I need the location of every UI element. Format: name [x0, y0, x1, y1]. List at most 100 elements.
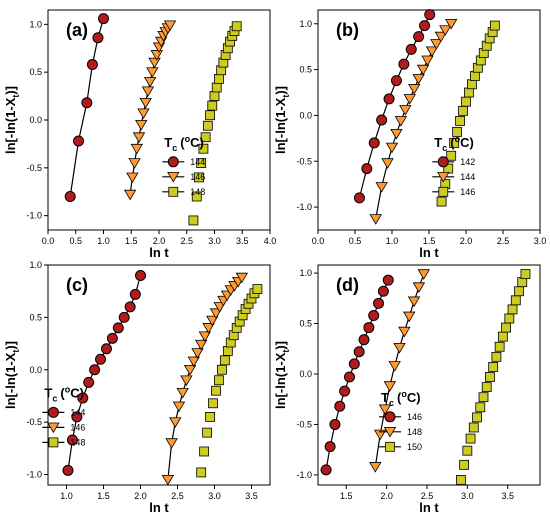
x-tick-label: 4.0 [264, 236, 277, 246]
legend: Tc (oC) 146 148 150 [379, 389, 422, 452]
data-point [128, 158, 141, 169]
data-point [373, 297, 385, 309]
data-point [416, 64, 430, 76]
y-axis-label-sub: t [11, 95, 21, 98]
y-tick-label: -1.0 [26, 211, 42, 221]
series-144 [64, 13, 109, 203]
series-148 [369, 269, 430, 473]
data-point [130, 143, 143, 155]
data-point [488, 362, 499, 372]
data-point [363, 322, 375, 334]
y-tick-label: 0.5 [299, 319, 312, 329]
series-146 [320, 274, 394, 476]
legend-label: 146 [190, 172, 205, 182]
legend-title: Tc (oC) [164, 134, 204, 153]
panel-d: 1.5 2.0 2.5 3.0 3.5 -1.0 -0.5 0.0 0.5 1.0 ln t ln[-… [273, 264, 541, 515]
y-tick-label: 0.5 [29, 67, 42, 77]
data-point [188, 215, 199, 226]
legend: Tc (oC) 144 146 148 [42, 384, 85, 447]
data-point [163, 20, 177, 32]
x-tick-label: 3.0 [461, 491, 474, 501]
data-point [214, 375, 224, 386]
series-144 [62, 269, 146, 476]
legend-entry: 144 [162, 156, 205, 168]
y-axis-label-main: ln[-ln(1-X [3, 97, 18, 154]
data-point [368, 309, 380, 321]
legend-marker [168, 186, 179, 197]
data-point [194, 172, 204, 183]
data-point [118, 311, 130, 323]
data-point [150, 50, 163, 61]
legend-label: 148 [70, 437, 85, 447]
data-point [135, 269, 146, 281]
data-point [100, 343, 112, 355]
data-point [209, 308, 223, 319]
x-tick-label: 0.5 [349, 236, 362, 246]
y-axis-label: ln[-ln(1-Xt)] [3, 86, 21, 154]
legend-entry: 146 [379, 411, 422, 423]
legend-marker [438, 186, 449, 197]
data-point [216, 364, 227, 375]
data-point [191, 191, 202, 202]
data-point [373, 429, 387, 441]
data-point [183, 364, 197, 376]
panel-b: 0.0 0.5 1.0 1.5 2.0 2.5 3.0 -1.0 -0.5 0.0 0.5 1.0 ln… [273, 9, 547, 260]
data-point [383, 93, 395, 105]
series-148 [188, 21, 242, 226]
data-point [369, 462, 382, 473]
y-axis-label-close: )] [3, 86, 18, 95]
data-point [214, 73, 224, 84]
x-tick-label: 3.0 [534, 236, 547, 246]
x-axis-label: ln t [419, 245, 439, 260]
data-point [207, 100, 218, 111]
data-point [378, 404, 392, 416]
y-axis-label-main: ln[-ln(1-X [273, 352, 288, 409]
data-point [398, 326, 411, 338]
y-axis-label: ln[-ln(1-Xt)] [273, 86, 291, 154]
x-tick-label: 0.0 [312, 236, 325, 246]
data-point [445, 18, 458, 30]
data-point [106, 332, 118, 344]
y-tick-label: -0.5 [26, 163, 42, 173]
legend-marker [167, 156, 179, 168]
legend-entry: 146 [42, 422, 85, 434]
data-point [407, 296, 421, 308]
legend-marker [385, 441, 395, 452]
data-point [252, 284, 263, 294]
data-point [137, 108, 150, 120]
data-point [455, 116, 465, 126]
data-point [205, 412, 215, 422]
data-point [353, 192, 365, 204]
y-axis-label-sub: t [281, 350, 291, 353]
data-point [394, 116, 408, 127]
y-tick-label: -0.5 [296, 156, 312, 166]
legend-entry: 148 [162, 187, 205, 197]
x-tick-label: 2.5 [171, 491, 184, 501]
legend-title: Tc (oC) [434, 134, 474, 153]
legend-entry: 148 [42, 437, 85, 447]
y-axis-label-main: ln[-ln(1-X [3, 352, 18, 409]
legend-title: Tc (oC) [381, 389, 421, 408]
data-point [231, 21, 242, 32]
y-tick-label: -1.0 [296, 202, 312, 212]
y-tick-label: 1.0 [29, 19, 42, 29]
data-point [478, 392, 489, 403]
data-point [73, 135, 85, 147]
data-point [452, 127, 463, 137]
data-point [464, 87, 474, 98]
legend-label: 144 [460, 172, 475, 182]
data-point [417, 269, 430, 280]
y-tick-label: 1.0 [299, 19, 312, 29]
data-point [235, 272, 249, 284]
x-tick-label: 3.5 [236, 236, 249, 246]
data-point [139, 97, 152, 109]
legend-title: Tc (oC) [44, 384, 84, 403]
x-tick-label: 1.0 [60, 491, 73, 501]
data-point [98, 13, 109, 25]
data-point [202, 120, 213, 131]
x-tick-label: 0.5 [69, 236, 82, 246]
data-point [408, 84, 421, 95]
series-144 [369, 18, 458, 225]
data-point [461, 96, 471, 107]
data-point [403, 311, 416, 323]
